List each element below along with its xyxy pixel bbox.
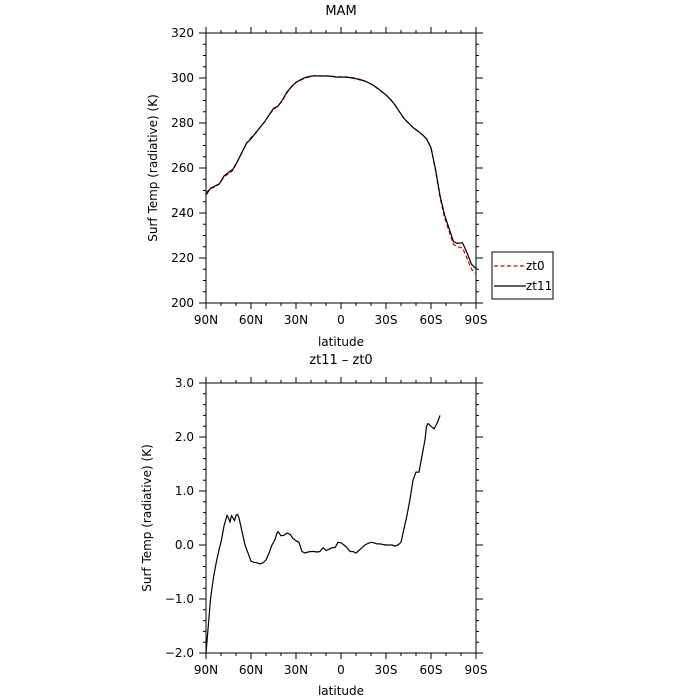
bottom-x-tick-label: 30N bbox=[284, 663, 308, 677]
bottom-x-tick-label: 90S bbox=[465, 663, 488, 677]
bottom-ticks bbox=[199, 377, 483, 659]
bottom-x-tick-label: 60S bbox=[420, 663, 443, 677]
top-x-tick-label: 30S bbox=[375, 313, 398, 327]
top-y-tick-label: 220 bbox=[171, 251, 194, 265]
bottom-y-tick-label: −2.0 bbox=[165, 646, 194, 660]
top-x-tick-label: 60S bbox=[420, 313, 443, 327]
bottom-y-tick-label: 2.0 bbox=[175, 430, 194, 444]
bottom-series-line-series-0 bbox=[205, 415, 441, 654]
bottom-y-tick-labels: −2.0 −1.0 0.0 1.0 2.0 3.0 bbox=[165, 376, 194, 660]
bottom-panel: zt11 – zt0 90N 60N 30N 0 30S 60S 90S −2.0 −1.0 0… bbox=[140, 353, 487, 698]
bottom-y-tick-label: 0.0 bbox=[175, 538, 194, 552]
top-y-tick-label: 320 bbox=[171, 26, 194, 40]
top-y-axis-label: Surf Temp (radiative) (K) bbox=[146, 94, 160, 242]
bottom-y-tick-label: 3.0 bbox=[175, 376, 194, 390]
top-ticks bbox=[199, 27, 483, 309]
top-series bbox=[205, 75, 477, 275]
bottom-x-tick-label: 60N bbox=[239, 663, 263, 677]
bottom-series bbox=[205, 415, 441, 654]
top-x-tick-label: 60N bbox=[239, 313, 263, 327]
legend-box bbox=[491, 251, 554, 300]
top-panel-title: MAM bbox=[325, 4, 356, 19]
top-series-line-zt0 bbox=[205, 75, 477, 275]
legend: zt0 zt11 bbox=[491, 251, 554, 300]
top-y-tick-label: 300 bbox=[171, 71, 194, 85]
bottom-y-tick-label: 1.0 bbox=[175, 484, 194, 498]
bottom-x-axis-label: latitude bbox=[318, 684, 364, 698]
bottom-x-tick-label: 0 bbox=[337, 663, 345, 677]
top-x-axis-label: latitude bbox=[318, 335, 364, 349]
bottom-y-tick-label: −1.0 bbox=[165, 592, 194, 606]
top-series-line-zt11 bbox=[205, 75, 477, 270]
top-x-tick-label: 0 bbox=[337, 313, 345, 327]
top-y-tick-label: 260 bbox=[171, 161, 194, 175]
top-y-tick-labels: 200 220 240 260 280 300 320 bbox=[171, 26, 194, 310]
bottom-x-tick-label: 90N bbox=[194, 663, 218, 677]
top-x-tick-label: 30N bbox=[284, 313, 308, 327]
top-x-tick-label: 90S bbox=[465, 313, 488, 327]
bottom-plot-frame bbox=[205, 382, 477, 654]
legend-label-zt11: zt11 bbox=[526, 279, 552, 293]
top-y-tick-label: 200 bbox=[171, 296, 194, 310]
top-y-tick-label: 240 bbox=[171, 206, 194, 220]
top-panel: MAM 90N 60N 30N 0 30S 60S 90S 200 220 240 260 280 3… bbox=[146, 4, 554, 349]
bottom-x-tick-label: 30S bbox=[375, 663, 398, 677]
bottom-panel-title: zt11 – zt0 bbox=[309, 353, 372, 368]
top-y-tick-label: 280 bbox=[171, 116, 194, 130]
bottom-y-axis-label: Surf Temp (radiative) (K) bbox=[140, 444, 154, 592]
top-x-tick-label: 90N bbox=[194, 313, 218, 327]
legend-label-zt0: zt0 bbox=[526, 259, 545, 273]
top-x-tick-labels: 90N 60N 30N 0 30S 60S 90S bbox=[194, 313, 488, 327]
bottom-x-tick-labels: 90N 60N 30N 0 30S 60S 90S bbox=[194, 663, 488, 677]
